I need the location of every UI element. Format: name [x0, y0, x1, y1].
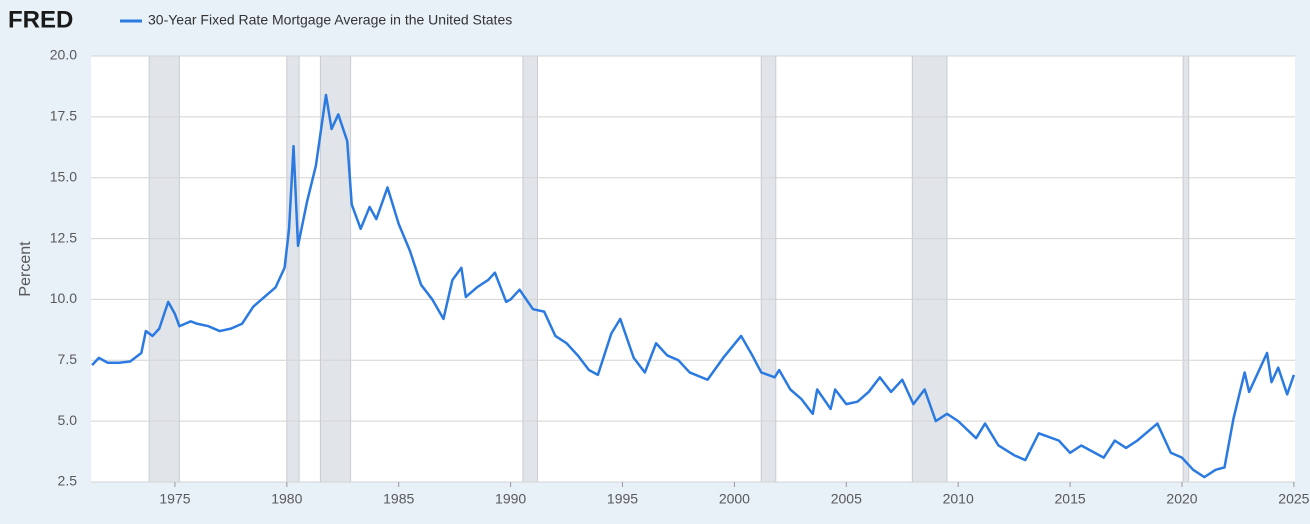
recession-band [148, 55, 180, 483]
y-tick-label: 5.0 [58, 412, 78, 428]
recession-band [911, 55, 948, 483]
recession-band [760, 55, 777, 483]
y-axis-label: Percent [17, 241, 34, 297]
x-tick-label: 2025 [1278, 491, 1309, 507]
recession-band [286, 55, 300, 483]
x-tick-label: 2000 [719, 491, 750, 507]
y-tick-label: 7.5 [58, 351, 78, 367]
x-tick-label: 1980 [271, 491, 302, 507]
x-tick-label: 2015 [1055, 491, 1086, 507]
y-tick-label: 17.5 [50, 108, 77, 124]
x-tick-label: 2010 [943, 491, 974, 507]
legend-label: 30-Year Fixed Rate Mortgage Average in t… [148, 12, 512, 28]
line-series [91, 93, 1296, 479]
y-tick-label: 2.5 [58, 473, 78, 489]
plot-area [91, 56, 1295, 482]
y-tick-label: 15.0 [50, 168, 77, 184]
x-tick-label: 1990 [495, 491, 526, 507]
y-tick-label: 10.0 [50, 290, 77, 306]
recession-band [522, 55, 538, 483]
x-tick-label: 2005 [831, 491, 862, 507]
x-tick-label: 1995 [607, 491, 638, 507]
x-tick-label: 1975 [159, 491, 190, 507]
recession-band [1182, 55, 1190, 483]
y-tick-label: 12.5 [50, 229, 77, 245]
logo: FRED [8, 6, 73, 33]
x-tick-label: 1985 [383, 491, 414, 507]
x-tick-label: 2020 [1166, 491, 1197, 507]
y-tick-label: 20.0 [50, 47, 77, 63]
